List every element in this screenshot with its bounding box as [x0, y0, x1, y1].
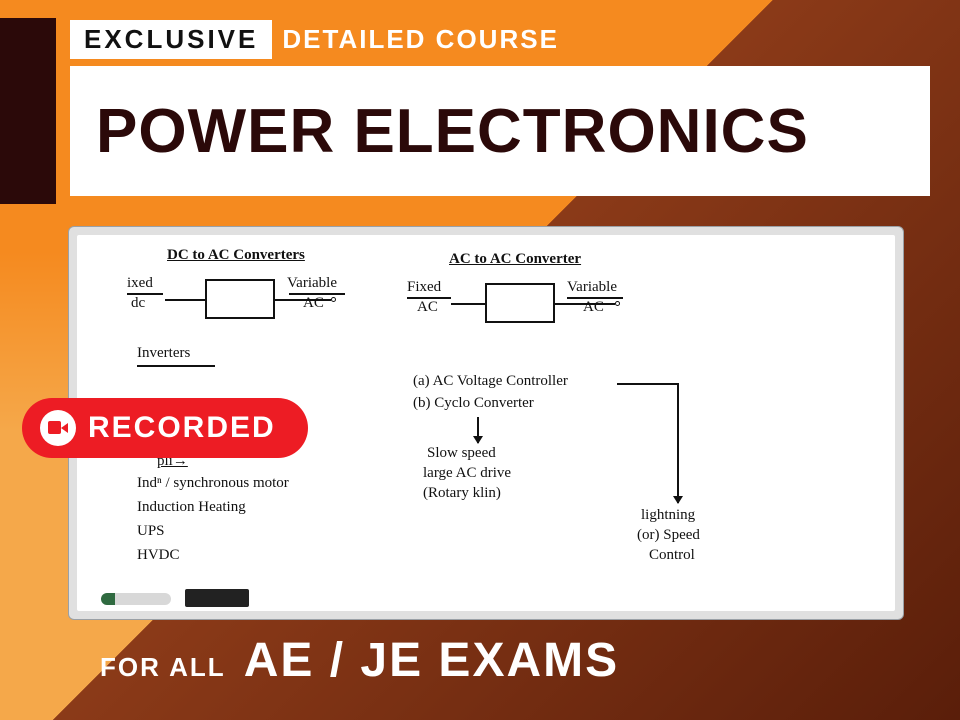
wb-arrow	[477, 417, 479, 443]
wb-l4: HVDC	[137, 547, 180, 564]
wb-left-in-bot: dc	[131, 295, 145, 312]
wb-heading-dc-ac: DC to AC Converters	[167, 247, 305, 264]
wb-left-out-bot: AC	[303, 295, 324, 312]
wb-converter-box-left	[205, 279, 275, 319]
recorded-badge: RECORDED	[22, 398, 308, 458]
wb-line	[617, 383, 677, 385]
wb-line	[165, 299, 205, 301]
detailed-course-label: DETAILED COURSE	[282, 24, 559, 55]
wb-item-b: (b) Cyclo Converter	[413, 395, 534, 412]
wb-line	[137, 365, 215, 367]
wb-heading-ac-ac: AC to AC Converter	[449, 251, 581, 268]
wb-light2: (or) Speed	[637, 527, 700, 544]
wb-right-in-bot: AC	[417, 299, 438, 316]
left-accent-block	[0, 18, 56, 204]
wb-converter-box-right	[485, 283, 555, 323]
footer: FOR ALL AE / JE EXAMS	[100, 633, 619, 688]
wb-left-in-top: ixed	[127, 275, 153, 292]
wb-right-out-bot: AC	[583, 299, 604, 316]
wb-inverters: Inverters	[137, 345, 190, 362]
recorded-label: RECORDED	[88, 411, 276, 445]
video-camera-icon	[40, 410, 76, 446]
title-panel: POWER ELECTRONICS	[70, 66, 930, 196]
wb-slow1: Slow speed	[427, 445, 496, 462]
exclusive-badge: EXCLUSIVE	[70, 20, 272, 59]
wb-light3: Control	[649, 547, 695, 564]
footer-exams: AE / JE EXAMS	[244, 633, 619, 688]
marker-icon	[101, 593, 171, 605]
wb-item-a: (a) AC Voltage Controller	[413, 373, 568, 390]
wb-right-in-top: Fixed	[407, 279, 441, 296]
course-title: POWER ELECTRONICS	[96, 96, 809, 167]
wb-l1: Indⁿ / synchronous motor	[137, 475, 289, 492]
wb-arrow	[677, 383, 679, 503]
wb-node	[331, 297, 336, 302]
wb-node	[615, 301, 620, 306]
wb-right-out-top: Variable	[567, 279, 617, 296]
eraser-icon	[185, 589, 249, 607]
wb-l3: UPS	[137, 523, 165, 540]
wb-slow3: (Rotary klin)	[423, 485, 501, 502]
wb-line	[451, 303, 485, 305]
wb-l2: Induction Heating	[137, 499, 246, 516]
wb-light1: lightning	[641, 507, 695, 524]
wb-left-out-top: Variable	[287, 275, 337, 292]
wb-slow2: large AC drive	[423, 465, 511, 482]
footer-for-all: FOR ALL	[100, 652, 226, 683]
header-row: EXCLUSIVE DETAILED COURSE	[70, 20, 559, 59]
